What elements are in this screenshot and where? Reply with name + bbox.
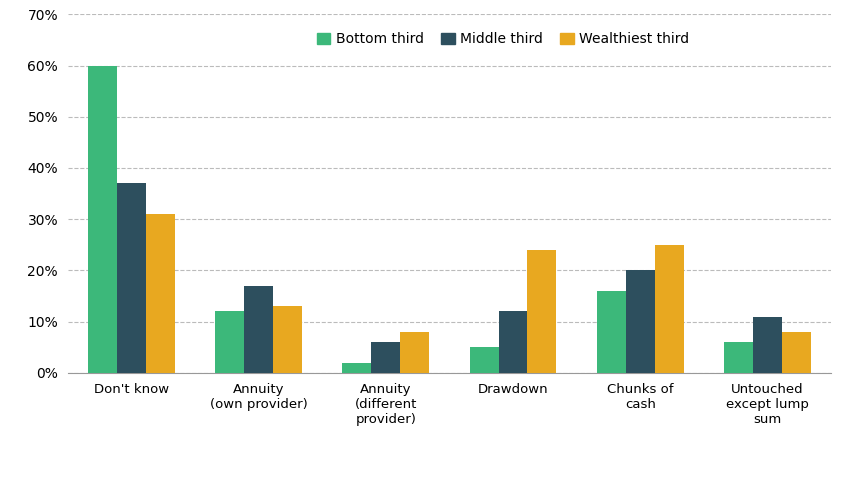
Bar xyxy=(527,250,556,373)
Bar xyxy=(499,311,527,373)
Bar xyxy=(470,347,499,373)
Bar xyxy=(597,291,626,373)
Bar xyxy=(215,311,244,373)
Legend: Bottom third, Middle third, Wealthiest third: Bottom third, Middle third, Wealthiest t… xyxy=(311,27,695,52)
Bar xyxy=(782,332,811,373)
Bar xyxy=(117,184,146,373)
Bar xyxy=(244,286,273,373)
Bar xyxy=(753,316,782,373)
Bar xyxy=(88,65,117,373)
Bar xyxy=(146,214,175,373)
Bar xyxy=(724,342,753,373)
Bar xyxy=(273,306,302,373)
Bar xyxy=(371,342,400,373)
Bar xyxy=(626,271,655,373)
Bar xyxy=(400,332,429,373)
Bar xyxy=(655,245,683,373)
Bar xyxy=(343,363,371,373)
